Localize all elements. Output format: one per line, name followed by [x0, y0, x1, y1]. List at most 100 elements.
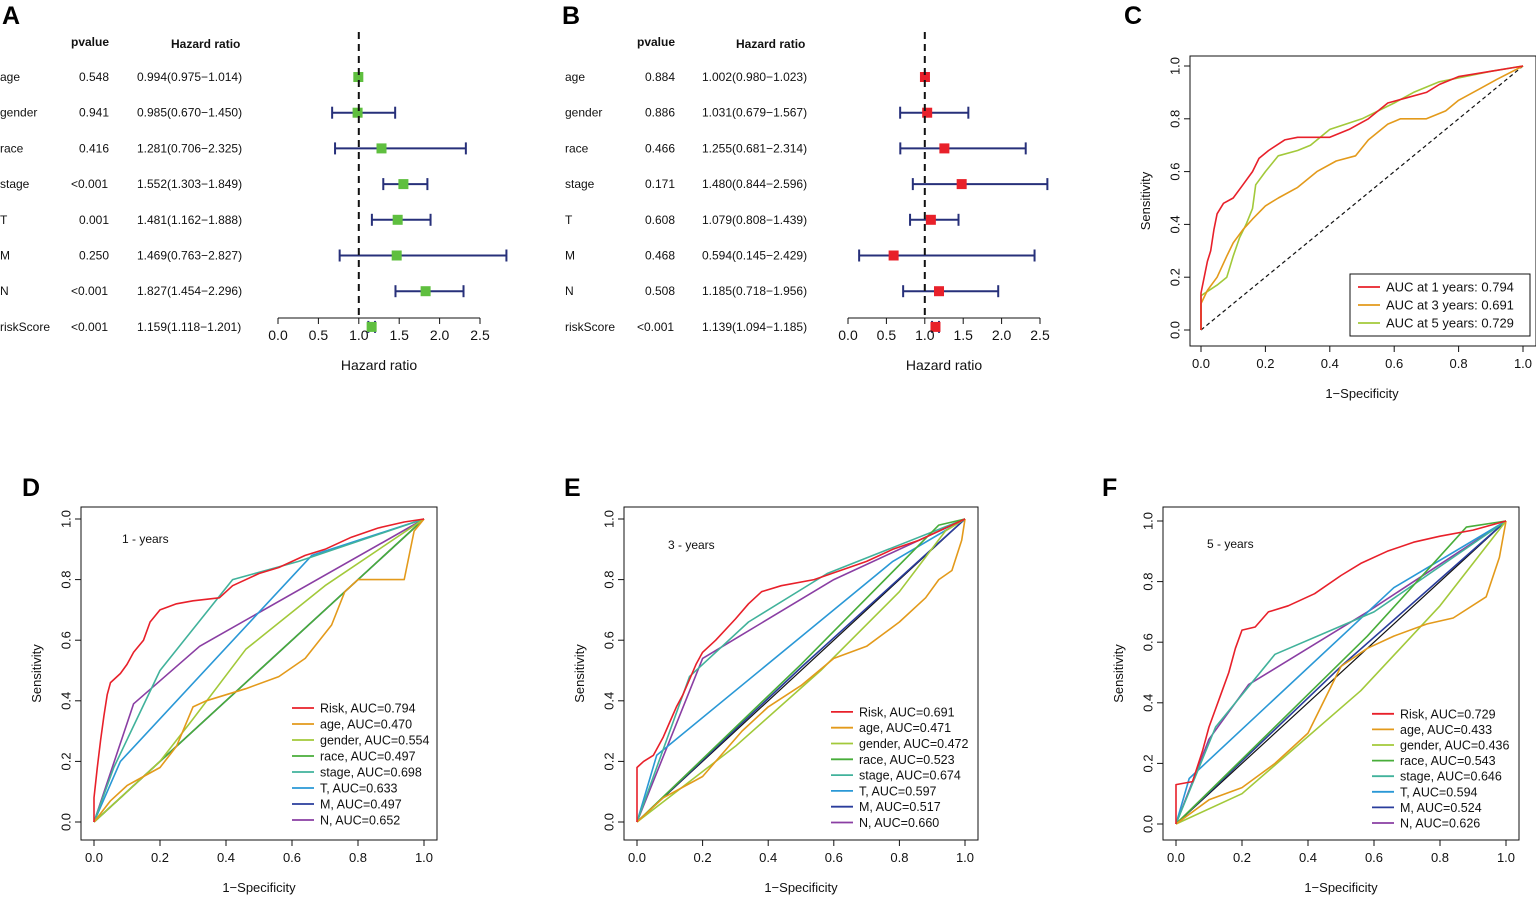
x-tick-label-1.0: 1.0 [349, 327, 369, 343]
row-hr-text-M: 1.469(0.763−2.827) [137, 249, 242, 263]
x-tick-label-0.0: 0.0 [85, 850, 103, 865]
row-hr-text-race: 1.281(0.706−2.325) [137, 141, 242, 155]
hr-point-age [353, 72, 364, 82]
y-tick-label-0.8: 0.8 [58, 571, 73, 589]
hr-point-riskScore [366, 321, 377, 332]
y-tick-label-0.4: 0.4 [1140, 694, 1155, 712]
hr-point-stage [398, 179, 409, 190]
x-tick-label-0.4: 0.4 [1299, 850, 1317, 865]
row-hr-text-race: 1.255(0.681−2.314) [702, 141, 807, 155]
legend-label-m: M, AUC=0.517 [859, 800, 941, 814]
x-axis-title: 1−Specificity [1325, 386, 1399, 401]
row-pvalue-riskScore: <0.001 [71, 320, 108, 334]
hr-point-stage [956, 179, 967, 190]
x-tick-label-1.5: 1.5 [389, 327, 409, 343]
legend-label-gender: gender, AUC=0.472 [859, 737, 969, 751]
diagonal-reference [1175, 520, 1507, 825]
row-pvalue-riskScore: <0.001 [637, 320, 674, 334]
x-tick-label-0.2: 0.2 [1233, 850, 1251, 865]
x-tick-label-2.5: 2.5 [470, 327, 490, 343]
x-tick-label-0.0: 0.0 [1192, 356, 1210, 371]
y-tick-label-0.4: 0.4 [58, 692, 73, 710]
row-label-race: race [0, 141, 24, 155]
legend-label-gender: AUC at 5 years: 0.729 [1386, 316, 1514, 331]
row-hr-text-riskScore: 1.139(1.094−1.185) [702, 320, 807, 334]
x-tick-label-0.4: 0.4 [1321, 356, 1339, 371]
y-tick-label-0.6: 0.6 [601, 631, 616, 649]
year-annotation: 3 - years [668, 538, 715, 552]
x-tick-label-0.4: 0.4 [759, 850, 777, 865]
row-label-N: N [565, 284, 574, 298]
x-tick-label-0.2: 0.2 [694, 850, 712, 865]
row-label-age: age [565, 70, 585, 84]
roc-plot-d: 0.0 0.2 0.4 0.6 0.8 1.0 0.0 0.2 0.4 0.6 0.8 1.0 1−Sp… [29, 506, 438, 895]
roc-curve-gender [636, 518, 966, 823]
legend-label-risk: Risk, AUC=0.794 [320, 702, 416, 716]
row-pvalue-M: 0.468 [645, 249, 675, 263]
x-tick-label-0.6: 0.6 [1385, 356, 1403, 371]
x-axis-title: 1−Specificity [1304, 880, 1378, 895]
panel-label-d: D [22, 474, 40, 502]
roc-curve-gender [93, 518, 425, 823]
x-tick-label-1.0: 1.0 [915, 327, 935, 343]
x-axis-title: 1−Specificity [222, 880, 296, 895]
legend-label-n: N, AUC=0.626 [1400, 817, 1480, 831]
row-pvalue-stage: 0.171 [645, 177, 675, 191]
hr-point-age [919, 72, 930, 82]
y-tick-label-0.0: 0.0 [1140, 815, 1155, 833]
hr-point-T [925, 214, 936, 225]
y-tick-label-0.2: 0.2 [601, 752, 616, 770]
x-tick-label-2.0: 2.0 [430, 327, 450, 343]
y-tick-label-0.8: 0.8 [601, 571, 616, 589]
row-hr-text-N: 1.185(0.718−1.956) [702, 284, 807, 298]
legend-box [1364, 702, 1514, 835]
y-tick-label-1.0: 1.0 [58, 510, 73, 528]
hazard-ratio-header: Hazard ratio [171, 37, 240, 51]
legend-label-risk: Risk, AUC=0.729 [1400, 707, 1496, 721]
legend-label-race: race, AUC=0.497 [320, 750, 416, 764]
forest-plot-a: pvalue Hazard ratio age 0.548 0.994(0.975−1.… [0, 32, 508, 373]
roc-curve-age [636, 518, 966, 823]
legend-label-t: T, AUC=0.597 [859, 784, 937, 798]
y-axis-title: Sensitivity [1138, 171, 1153, 230]
pvalue-header: pvalue [71, 35, 109, 49]
y-tick-label-0.2: 0.2 [58, 752, 73, 770]
legend-label-stage: stage, AUC=0.674 [859, 769, 961, 783]
row-pvalue-race: 0.416 [79, 141, 109, 155]
x-tick-label-1.0: 1.0 [956, 850, 974, 865]
legend-label-t: T, AUC=0.594 [1400, 785, 1478, 799]
roc-curve-n [1175, 520, 1507, 825]
legend-label-m: M, AUC=0.524 [1400, 801, 1482, 815]
legend-label-t: T, AUC=0.633 [320, 782, 398, 796]
row-label-riskScore: riskScore [0, 320, 50, 334]
y-tick-label-0.6: 0.6 [1167, 163, 1182, 181]
x-tick-label-0.2: 0.2 [151, 850, 169, 865]
roc-curve-risk [636, 518, 966, 822]
row-pvalue-stage: <0.001 [71, 177, 108, 191]
x-tick-label-0.0: 0.0 [838, 327, 858, 343]
row-label-stage: stage [0, 177, 30, 191]
hr-point-riskScore [930, 321, 941, 332]
hr-point-race [939, 143, 950, 154]
x-tick-label-0.6: 0.6 [1365, 850, 1383, 865]
roc-curve-race [1175, 520, 1507, 825]
roc-plot-e: 0.0 0.2 0.4 0.6 0.8 1.0 0.0 0.2 0.4 0.6 0.8 1.0 1−Sp… [572, 506, 979, 895]
row-label-age: age [0, 70, 20, 84]
roc-curve-age [93, 518, 425, 823]
roc-curve-gender [1200, 65, 1524, 330]
roc-curve-race [636, 518, 966, 823]
row-pvalue-gender: 0.941 [79, 106, 109, 120]
hr-point-N [420, 286, 431, 297]
y-tick-label-0.2: 0.2 [1167, 268, 1182, 286]
roc-curve-stage [636, 518, 966, 823]
row-hr-text-age: 1.002(0.980−1.023) [702, 70, 807, 84]
diagonal-reference [1200, 65, 1524, 331]
row-hr-text-gender: 0.985(0.670−1.450) [137, 106, 242, 120]
legend-label-age: age, AUC=0.433 [1400, 723, 1492, 737]
y-tick-label-0.8: 0.8 [1167, 110, 1182, 128]
legend-label-gender: gender, AUC=0.554 [320, 734, 430, 748]
y-tick-label-1.0: 1.0 [1140, 512, 1155, 530]
x-tick-label-2.5: 2.5 [1030, 327, 1050, 343]
panel-label-c: C [1124, 2, 1142, 30]
y-tick-label-0.6: 0.6 [58, 631, 73, 649]
